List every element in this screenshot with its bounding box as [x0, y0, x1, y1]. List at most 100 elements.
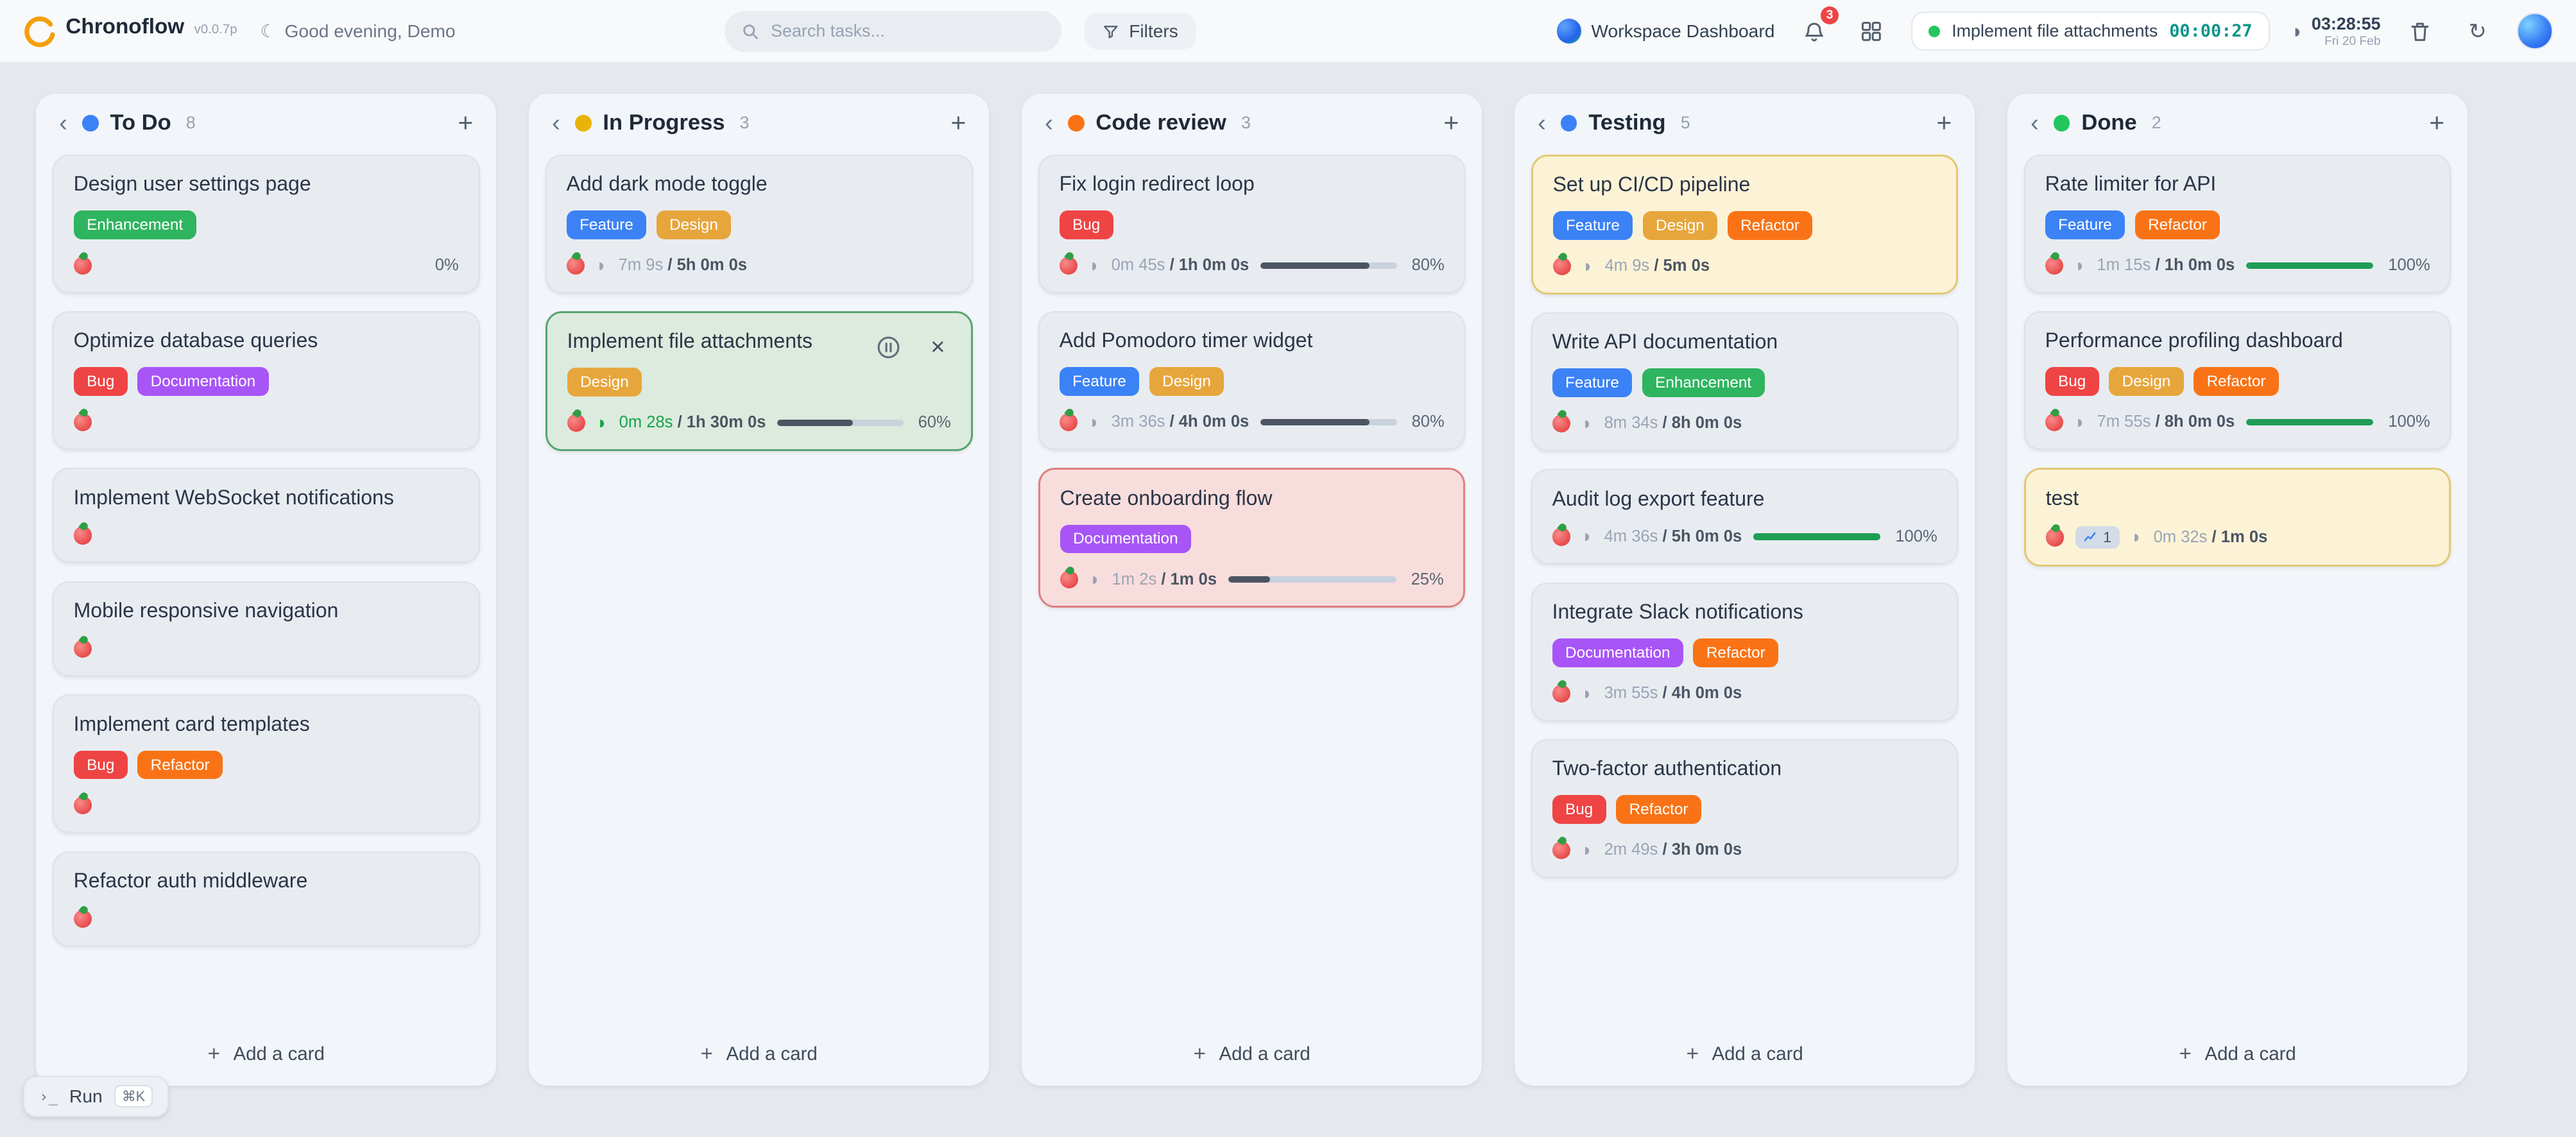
column-title: Code review: [1095, 110, 1226, 135]
task-card[interactable]: Audit log export feature ◗ 4m 36s / 5h 0…: [1531, 468, 1959, 565]
filters-button[interactable]: Filters: [1085, 12, 1196, 50]
stop-timer-button[interactable]: ×: [923, 333, 952, 363]
workspace-switcher[interactable]: Workspace Dashboard: [1556, 19, 1775, 44]
add-card-button[interactable]: + Add a card: [2007, 1023, 2468, 1086]
add-card-button[interactable]: + Add a card: [1022, 1023, 1482, 1086]
time-tracking: 1m 2s / 1m 0s: [1112, 570, 1217, 589]
add-card-icon-button[interactable]: +: [947, 110, 969, 136]
card-title: Implement card templates: [73, 712, 310, 735]
task-card[interactable]: Write API documentation Feature Enhanceme…: [1531, 312, 1959, 451]
task-card[interactable]: Add dark mode toggle Feature Design ◗ 7m …: [545, 154, 973, 293]
card-title: Implement file attachments: [567, 329, 812, 353]
greeting-text: Good evening, Demo: [284, 21, 456, 41]
task-card[interactable]: Implement file attachments × Design ◗ 0m…: [545, 311, 973, 451]
card-tags: Bug: [1059, 210, 1445, 239]
search-box[interactable]: [725, 10, 1062, 52]
progress-bar: [777, 419, 904, 426]
card-tags: Bug Refactor: [1552, 795, 1937, 824]
task-card[interactable]: Create onboarding flow Documentation ◗ 1…: [1038, 467, 1466, 608]
tag-bug: Bug: [73, 750, 128, 780]
progress-bar: [1228, 576, 1396, 583]
time-tracking: 4m 9s / 5m 0s: [1605, 257, 1710, 275]
card-tags: Design: [567, 368, 951, 397]
time-tracking: 0m 28s / 1h 30m 0s: [619, 413, 766, 432]
estimated-time: / 3h 0m 0s: [1658, 841, 1742, 859]
task-card[interactable]: Two-factor authentication Bug Refactor ◗ …: [1531, 739, 1959, 878]
clock-date: Fri 20 Feb: [2324, 35, 2381, 49]
card-title: Rate limiter for API: [2045, 172, 2217, 196]
add-card-icon-button[interactable]: +: [454, 110, 476, 136]
card-footer: ◗ 1m 15s / 1h 0m 0s 100%: [2045, 255, 2430, 275]
active-timer-pill[interactable]: Implement file attachments 00:00:27: [1911, 12, 2271, 51]
progress-fill: [777, 419, 854, 426]
card-footer: ◗ 1m 2s / 1m 0s 25%: [1060, 570, 1444, 590]
plus-icon: +: [1686, 1042, 1699, 1066]
estimated-time: / 1m 0s: [1156, 570, 1217, 588]
card-footer: ◗ 3m 55s / 4h 0m 0s: [1552, 683, 1937, 703]
notifications-button[interactable]: 3: [1796, 6, 1839, 49]
trash-button[interactable]: [2402, 13, 2438, 49]
estimated-time: / 4h 0m 0s: [1165, 413, 1249, 431]
task-card[interactable]: Implement card templates Bug Refactor: [52, 694, 480, 834]
task-card[interactable]: Set up CI/CD pipeline Feature Design Refac…: [1531, 154, 1959, 295]
search-icon: [743, 24, 759, 39]
run-label: Run: [69, 1086, 103, 1106]
column-cards: Fix login redirect loop Bug ◗ 0m 45s / 1…: [1022, 151, 1482, 1023]
time-tracking: 0m 45s / 1h 0m 0s: [1112, 256, 1249, 275]
add-card-label: Add a card: [1712, 1043, 1803, 1065]
progress-fill: [2246, 418, 2374, 425]
tag-design: Design: [1642, 211, 1718, 240]
workspace-label: Workspace Dashboard: [1591, 21, 1775, 41]
timer-status-dot: [1928, 25, 1941, 37]
collapse-column-button[interactable]: ‹: [549, 110, 563, 135]
board-column: ‹ Testing 5 + Set up CI/CD pipeline Feat…: [1515, 93, 1975, 1086]
add-card-icon-button[interactable]: +: [1440, 110, 1462, 136]
clock-icon: ◗: [2074, 255, 2086, 275]
task-card[interactable]: Design user settings page Enhancement 0%: [52, 154, 480, 293]
pomodoro-icon: [1060, 570, 1078, 589]
task-card[interactable]: Optimize database queries Bug Documentati…: [52, 311, 480, 450]
task-card[interactable]: Add Pomodoro timer widget Feature Design …: [1038, 311, 1466, 450]
add-card-button[interactable]: + Add a card: [1515, 1023, 1975, 1086]
board-column: ‹ Done 2 + Rate limiter for API Feature R…: [2007, 93, 2468, 1086]
history-button[interactable]: ↻: [2459, 13, 2495, 49]
task-card[interactable]: test 1 ◗ 0m 32s / 1m 0s: [2023, 467, 2451, 567]
task-card[interactable]: Implement WebSocket notifications: [52, 467, 480, 563]
time-tracking: 3m 55s / 4h 0m 0s: [1604, 684, 1742, 703]
add-card-label: Add a card: [1219, 1043, 1310, 1065]
collapse-column-button[interactable]: ‹: [2027, 110, 2042, 135]
elapsed-time: 2m 49s: [1604, 841, 1658, 859]
apps-grid-button[interactable]: [1853, 13, 1889, 49]
add-card-icon-button[interactable]: +: [2426, 110, 2448, 136]
collapse-column-button[interactable]: ‹: [1042, 110, 1056, 135]
estimated-time: / 1h 0m 0s: [2151, 256, 2235, 275]
chart-icon: [2084, 532, 2096, 542]
card-footer: [73, 639, 459, 659]
task-card[interactable]: Integrate Slack notifications Documentat…: [1531, 582, 1959, 721]
add-card-icon-button[interactable]: +: [1933, 110, 1955, 136]
user-avatar[interactable]: [2516, 13, 2554, 49]
clock-icon: ◗: [1581, 526, 1593, 547]
progress-percent: 25%: [1411, 570, 1444, 588]
search-input[interactable]: [771, 21, 1045, 42]
card-footer: ◗ 3m 36s / 4h 0m 0s 80%: [1059, 413, 1445, 432]
progress-bar: [2246, 418, 2374, 425]
task-card[interactable]: Refactor auth middleware: [52, 851, 480, 946]
estimated-time: / 1m 0s: [2207, 528, 2268, 546]
notification-badge: 3: [1821, 6, 1839, 25]
workspace-icon: [1556, 19, 1582, 44]
progress-bar: [1260, 418, 1397, 425]
add-card-button[interactable]: + Add a card: [36, 1023, 496, 1086]
collapse-column-button[interactable]: ‹: [1534, 110, 1549, 135]
add-card-button[interactable]: + Add a card: [529, 1023, 989, 1086]
collapse-column-button[interactable]: ‹: [56, 110, 71, 135]
task-card[interactable]: Performance profiling dashboard Bug Desig…: [2023, 311, 2451, 450]
pause-timer-button[interactable]: [873, 333, 903, 363]
pomodoro-icon: [1552, 684, 1570, 703]
column-count: 3: [739, 113, 750, 133]
card-title: Audit log export feature: [1552, 486, 1765, 510]
task-card[interactable]: Mobile responsive navigation: [52, 581, 480, 677]
task-card[interactable]: Rate limiter for API Feature Refactor ◗ 1…: [2023, 154, 2451, 293]
task-card[interactable]: Fix login redirect loop Bug ◗ 0m 45s / 1…: [1038, 154, 1466, 293]
run-button[interactable]: ›_ Run ⌘K: [22, 1075, 169, 1118]
